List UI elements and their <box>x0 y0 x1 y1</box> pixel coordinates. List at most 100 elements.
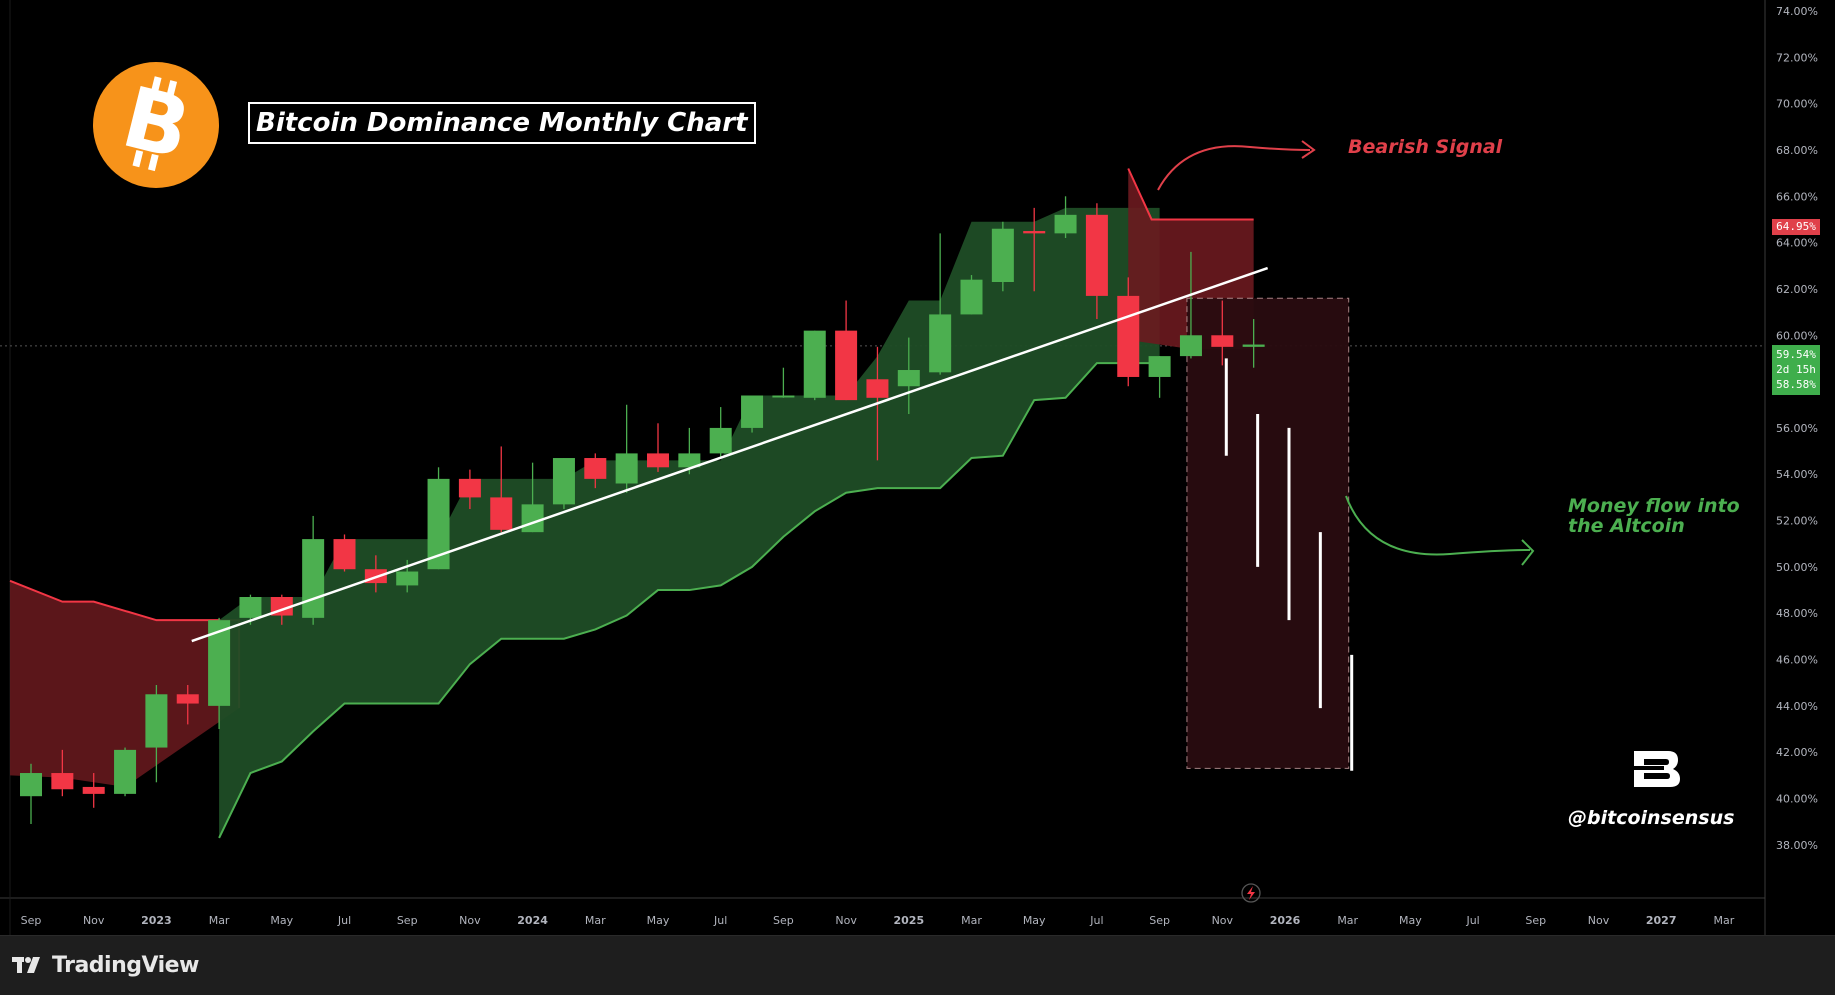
candle-up <box>552 458 575 505</box>
time-axis[interactable]: Sep Nov 2023 Mar May Jul Sep Nov 2024 Mar May Jul Se… <box>21 914 1735 927</box>
candle-down <box>835 330 858 401</box>
candle-up <box>521 504 544 533</box>
time-tick-label: Mar <box>1337 914 1358 927</box>
price-tick-label: 38.00% <box>1776 839 1818 852</box>
price-tick-label: 64.00% <box>1776 237 1818 250</box>
candle-down <box>1023 231 1046 234</box>
bearish-arrow <box>1157 145 1311 191</box>
candle-up <box>772 395 795 398</box>
time-tick-label: Sep <box>1149 914 1170 927</box>
bearish-signal-label: Bearish Signal <box>1348 136 1503 158</box>
chart-area: 38.00% 40.00% 42.00% 44.00% 46.00% 48.00% 50.0… <box>0 0 1820 935</box>
money-flow-label: Money flow into the Altcoin <box>1568 496 1740 536</box>
candle-up <box>427 478 450 570</box>
candle-down <box>176 694 199 704</box>
candle-down <box>82 786 105 794</box>
candle-up <box>741 395 764 428</box>
candle-up <box>678 453 701 468</box>
candle-up <box>960 279 983 315</box>
grid-layer <box>0 0 1766 935</box>
candle-down <box>1117 295 1140 377</box>
time-tick-label: Sep <box>1525 914 1546 927</box>
price-tick-label: 44.00% <box>1776 700 1818 713</box>
candle-up <box>897 370 920 387</box>
candle-up <box>1242 344 1265 347</box>
candle-up <box>709 427 732 454</box>
projection-box <box>1186 297 1350 769</box>
time-tick-label: May <box>270 914 293 927</box>
candle-down <box>458 478 481 498</box>
candle-up <box>615 453 638 484</box>
candle-up <box>145 694 168 748</box>
price-axis[interactable]: 38.00% 40.00% 42.00% 44.00% 46.00% 48.00% 50.0… <box>1776 5 1818 852</box>
bearish-arrowhead <box>1301 140 1316 159</box>
price-tick-label: 60.00% <box>1776 329 1818 342</box>
lightning-bolt-icon <box>1247 886 1255 900</box>
candle-up <box>1054 214 1077 234</box>
candle-up <box>20 773 42 797</box>
price-tick-label: 48.00% <box>1776 607 1818 620</box>
time-tick-label: Nov <box>1588 914 1610 927</box>
time-tick-label: Nov <box>459 914 481 927</box>
price-tick-label: 50.00% <box>1776 561 1818 574</box>
time-tick-label: Nov <box>835 914 857 927</box>
price-tick-label: 40.00% <box>1776 793 1818 806</box>
high-price-tag: 64.95% <box>1772 219 1820 235</box>
trendline <box>191 266 1269 643</box>
time-tick-label: Jul <box>1465 914 1479 927</box>
price-tick-label: 66.00% <box>1776 190 1818 203</box>
time-tick-label: Sep <box>773 914 794 927</box>
time-tick-label: May <box>1023 914 1046 927</box>
time-tick-label: 2025 <box>893 914 924 927</box>
time-tick-label: 2024 <box>517 914 548 927</box>
candle-down <box>1085 214 1108 296</box>
footer-bar: TradingView <box>0 935 1835 995</box>
candle-down <box>333 539 356 570</box>
chart-title-box: Bitcoin Dominance Monthly Chart <box>248 102 756 144</box>
candle-up <box>208 620 231 706</box>
candle-layer <box>20 196 1265 824</box>
btc-dominance-plot: 38.00% 40.00% 42.00% 44.00% 46.00% 48.00% 50.0… <box>0 0 1818 935</box>
candle-up <box>114 749 137 794</box>
price-tick-label: 74.00% <box>1776 5 1818 18</box>
cloud-layer <box>9 168 1254 839</box>
bearish-cloud-left <box>10 580 240 787</box>
price-tick-label: 68.00% <box>1776 144 1818 157</box>
candle-countdown: 2d 15h <box>1776 363 1816 376</box>
time-tick-label: Mar <box>1714 914 1735 927</box>
time-tick-label: Mar <box>209 914 230 927</box>
price-tick-label: 52.00% <box>1776 515 1818 528</box>
price-tick-label: 54.00% <box>1776 468 1818 481</box>
candle-up <box>929 314 952 373</box>
chart-title: Bitcoin Dominance Monthly Chart <box>256 108 748 138</box>
bitcoin-logo: B <box>93 62 219 188</box>
brand-handle: @bitcoinsensus <box>1568 807 1735 829</box>
time-tick-label: Jul <box>1089 914 1103 927</box>
current-price-tag: 59.54% 2d 15h 58.58% <box>1772 345 1820 395</box>
bearish-cloud-right-edge <box>1127 168 1254 221</box>
time-tick-label: May <box>1399 914 1422 927</box>
time-tick-label: Mar <box>585 914 606 927</box>
candle-down <box>1211 335 1234 347</box>
time-tick-label: Nov <box>83 914 105 927</box>
price-tick-label: 70.00% <box>1776 98 1818 111</box>
lightning-icon <box>1241 883 1261 903</box>
annotation-arrows <box>1157 140 1535 903</box>
projection-layer <box>1186 297 1354 771</box>
time-tick-label: 2023 <box>141 914 172 927</box>
low-price-label: 58.58% <box>1776 378 1816 391</box>
money-flow-line2: the Altcoin <box>1568 515 1685 537</box>
tradingview-logo[interactable]: TradingView <box>12 950 199 980</box>
time-tick-label: Nov <box>1212 914 1234 927</box>
bullish-cloud <box>219 207 1160 838</box>
candle-up <box>1148 356 1171 377</box>
time-tick-label: 2027 <box>1646 914 1677 927</box>
money-flow-line1: Money flow into <box>1568 495 1740 517</box>
time-tick-label: Sep <box>397 914 418 927</box>
bitcoinsensus-logo-icon <box>1634 751 1680 787</box>
price-tick-label: 56.00% <box>1776 422 1818 435</box>
time-tick-label: May <box>647 914 670 927</box>
tradingview-wordmark: TradingView <box>52 952 199 978</box>
money-flow-arrowhead <box>1521 539 1535 566</box>
candle-down <box>584 458 607 479</box>
